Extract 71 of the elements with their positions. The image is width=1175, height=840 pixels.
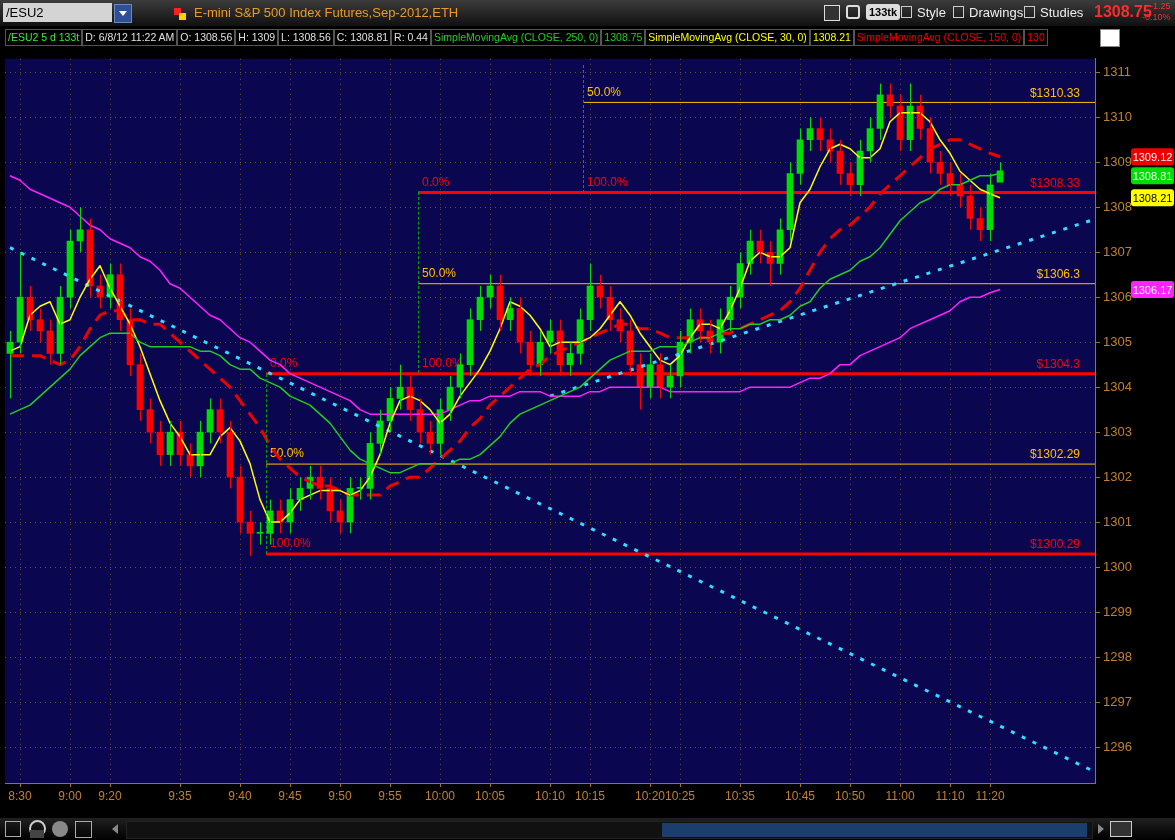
- x-tick-label: 10:10: [534, 788, 566, 803]
- y-tick-label: 1299: [1103, 603, 1132, 619]
- text: SimpleMovingAvg (CLOSE, 150, 0): [853, 29, 1025, 46]
- y-tick-label: 1297: [1103, 693, 1132, 709]
- y-tick-label: 1303: [1103, 423, 1132, 439]
- text: Drawings: [969, 5, 1024, 20]
- y-tick-label: 1310: [1103, 108, 1132, 124]
- x-tick-label: 10:20: [634, 788, 666, 803]
- text: R: 0.44: [391, 29, 431, 46]
- x-tick-label: 9:35: [168, 788, 192, 803]
- ref-line-label: $1304.3: [1036, 356, 1081, 371]
- y-tick-label: 1311: [1103, 63, 1131, 79]
- text: D: 6/8/12 11:22 AM: [82, 29, 178, 46]
- text: L: 1308.56: [278, 29, 334, 46]
- x-tick-label: 10:25: [664, 788, 696, 803]
- y-tick-label: 1309: [1103, 153, 1132, 169]
- text: 1308.75: [601, 29, 646, 46]
- text: SimpleMovingAvg (CLOSE, 250, 0): [430, 29, 602, 46]
- annotation: 100.0%: [270, 536, 312, 551]
- y-tick-label: 1306: [1103, 288, 1132, 304]
- text: 130: [1024, 29, 1048, 46]
- x-tick-label: 10:45: [784, 788, 816, 803]
- x-tick-label: 11:10: [935, 788, 965, 803]
- y-tick-label: 1301: [1103, 513, 1132, 529]
- x-tick-label: 11:20: [975, 788, 1005, 803]
- ref-line-label: $1300.29: [1029, 537, 1081, 552]
- x-tick-label: 9:50: [328, 788, 352, 803]
- x-tick-label: 9:00: [58, 788, 82, 803]
- x-tick-label: 10:05: [474, 788, 506, 803]
- text: 133tk: [866, 4, 901, 20]
- y-tick-label: 1296: [1103, 738, 1132, 754]
- text: SimpleMovingAvg (CLOSE, 30, 0): [645, 29, 810, 46]
- candlestick: [256, 521, 264, 546]
- text: H: 1309: [235, 29, 279, 46]
- y-tick-label: 1300: [1103, 558, 1132, 574]
- annotation: 100.0%: [587, 174, 629, 189]
- text: 1309.12: [1132, 150, 1173, 163]
- text: 1308.21: [809, 29, 854, 46]
- x-tick-label: 11:00: [885, 788, 915, 803]
- x-tick-label: 10:35: [724, 788, 756, 803]
- x-tick-label: 10:00: [424, 788, 456, 803]
- y-tick-label: 1307: [1103, 243, 1132, 259]
- ref-line-label: $1306.3: [1036, 267, 1081, 282]
- text: Studies: [1040, 5, 1084, 20]
- text: O: 1308.56: [177, 29, 236, 46]
- text: C: 1308.81: [333, 29, 392, 46]
- ref-line-label: $1302.29: [1029, 447, 1081, 462]
- x-tick-label: 10:50: [834, 788, 866, 803]
- x-tick-label: 9:55: [378, 788, 402, 803]
- x-tick-label: 9:40: [228, 788, 252, 803]
- chart-subtitle: E-mini S&P 500 Index Futures,Sep-2012,ETH: [194, 5, 459, 20]
- text: 1308.21: [1132, 191, 1173, 204]
- annotation: 0.0%: [422, 174, 450, 189]
- text: 1308.81: [1132, 169, 1173, 182]
- text: /ESU2 5 d 133t: [5, 29, 83, 46]
- y-tick-label: 1304: [1103, 378, 1132, 394]
- text: 1306.17: [1132, 283, 1173, 296]
- annotation: 50.0%: [587, 84, 622, 99]
- x-tick-label: 9:45: [278, 788, 302, 803]
- ref-line-label: $1310.33: [1029, 85, 1081, 100]
- y-tick-label: 1305: [1103, 333, 1132, 349]
- y-tick-label: 1298: [1103, 648, 1132, 664]
- chart-title: /ESU2: [3, 3, 112, 22]
- ref-line-label: $1308.33: [1029, 175, 1081, 190]
- text: Style: [917, 5, 946, 20]
- y-tick-label: 1308: [1103, 198, 1132, 214]
- annotation: 50.0%: [422, 266, 457, 281]
- x-tick-label: 8:30: [8, 788, 32, 803]
- x-tick-label: 10:15: [574, 788, 606, 803]
- x-tick-label: 9:20: [98, 788, 122, 803]
- y-tick-label: 1302: [1103, 468, 1132, 484]
